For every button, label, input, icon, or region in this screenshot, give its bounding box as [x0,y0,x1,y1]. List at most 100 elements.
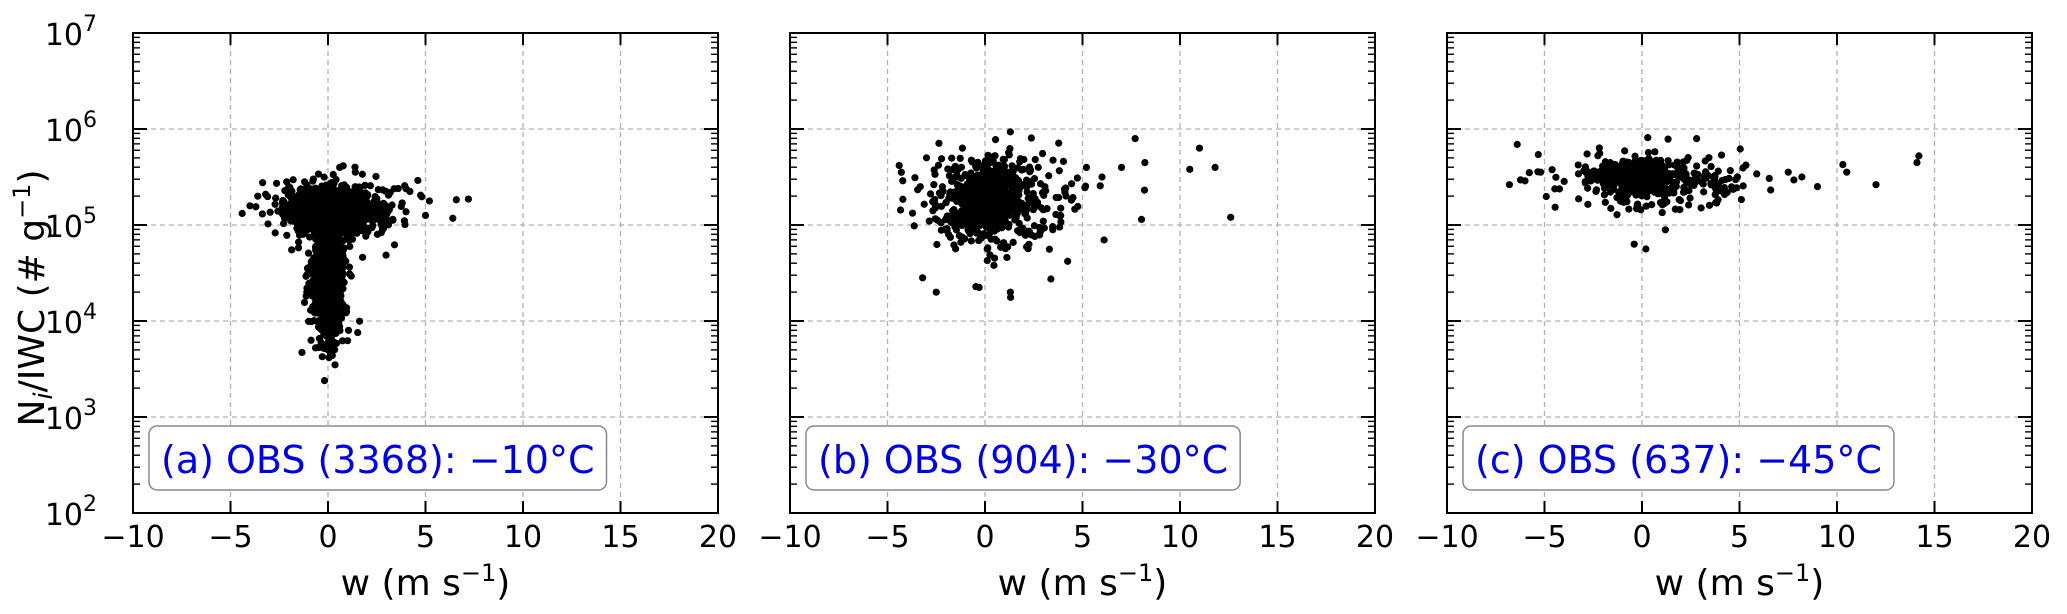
data-point [931,195,939,204]
data-point [964,226,972,234]
data-point [1665,161,1673,169]
data-point [252,203,260,211]
data-point [363,191,372,199]
data-point [295,190,303,199]
data-point [983,256,991,265]
data-point [930,181,938,189]
data-point [985,220,993,228]
data-point [1001,178,1010,186]
data-point [1618,162,1627,170]
data-point [1069,193,1077,202]
data-point [352,206,360,214]
data-point [1211,163,1219,171]
data-point [304,202,312,210]
data-point [324,270,332,278]
data-point [335,186,343,194]
data-point [1705,201,1714,209]
data-point [246,202,254,210]
data-point [282,210,291,218]
y-tick-label: 105 [45,204,97,245]
data-point [1652,156,1660,164]
data-point [334,315,342,323]
data-point [968,157,976,165]
data-point [919,274,927,282]
data-point [1676,197,1685,205]
data-point [1186,165,1194,173]
data-point [345,270,354,278]
x-tick-label: 15 [601,520,639,555]
data-point [973,207,981,215]
data-point [1603,159,1611,168]
data-point [1656,199,1665,207]
data-point [1039,217,1047,225]
x-tick-label: 20 [1356,520,1394,555]
data-point [306,233,314,241]
data-point [349,228,357,237]
data-point [351,168,359,176]
data-point [935,189,944,197]
data-point [1505,181,1513,189]
data-point [1068,180,1076,188]
data-point [1009,168,1017,176]
data-point [379,224,388,232]
data-point [1045,172,1053,180]
data-point [332,175,340,184]
data-point [1513,140,1521,148]
data-point [272,179,281,187]
data-point [926,190,935,198]
data-point [315,321,323,329]
data-point [1534,150,1542,159]
data-point [1012,174,1020,182]
data-point [1002,202,1010,210]
data-point [358,211,367,219]
data-point [1813,183,1822,191]
panel-b-label-box: (b) OBS (904): −30°C [805,425,1241,491]
data-point [1049,222,1057,231]
data-point [1679,158,1687,166]
data-point [323,263,332,271]
data-point [1700,188,1708,196]
data-point [1030,222,1038,230]
data-point [1686,194,1694,202]
data-point [929,207,937,215]
data-point [338,210,346,219]
data-point [307,291,316,300]
data-point [1717,151,1726,159]
data-point [1693,135,1701,143]
data-point [1651,186,1659,195]
data-point [353,198,361,207]
data-point [1600,184,1609,192]
data-point [320,173,328,181]
x-tick-label: 5 [1730,520,1749,555]
data-point [1701,157,1709,165]
data-point [1521,177,1529,185]
data-point [375,200,383,208]
data-point [1712,185,1720,193]
data-point [258,210,267,218]
data-point [1195,144,1204,152]
data-point [948,219,956,227]
x-tick-label: −5 [1522,520,1566,555]
data-point [279,219,288,228]
data-point [366,182,375,190]
data-point [1645,155,1653,163]
data-point [285,202,293,210]
data-point [1642,245,1650,253]
data-point [1555,185,1564,193]
panel-c-ticks [1446,32,2033,514]
data-point [995,183,1003,191]
data-point [1592,186,1601,194]
data-point [1038,149,1047,158]
data-point [969,213,977,221]
data-point [1790,176,1798,184]
data-point [425,197,433,205]
data-point [1729,185,1737,193]
data-point [1008,162,1016,170]
data-point [1581,163,1589,171]
data-point [1605,176,1613,184]
data-point [293,223,302,231]
data-point [951,208,959,217]
data-point [322,181,330,189]
data-point [1619,195,1627,203]
data-point [358,170,366,178]
